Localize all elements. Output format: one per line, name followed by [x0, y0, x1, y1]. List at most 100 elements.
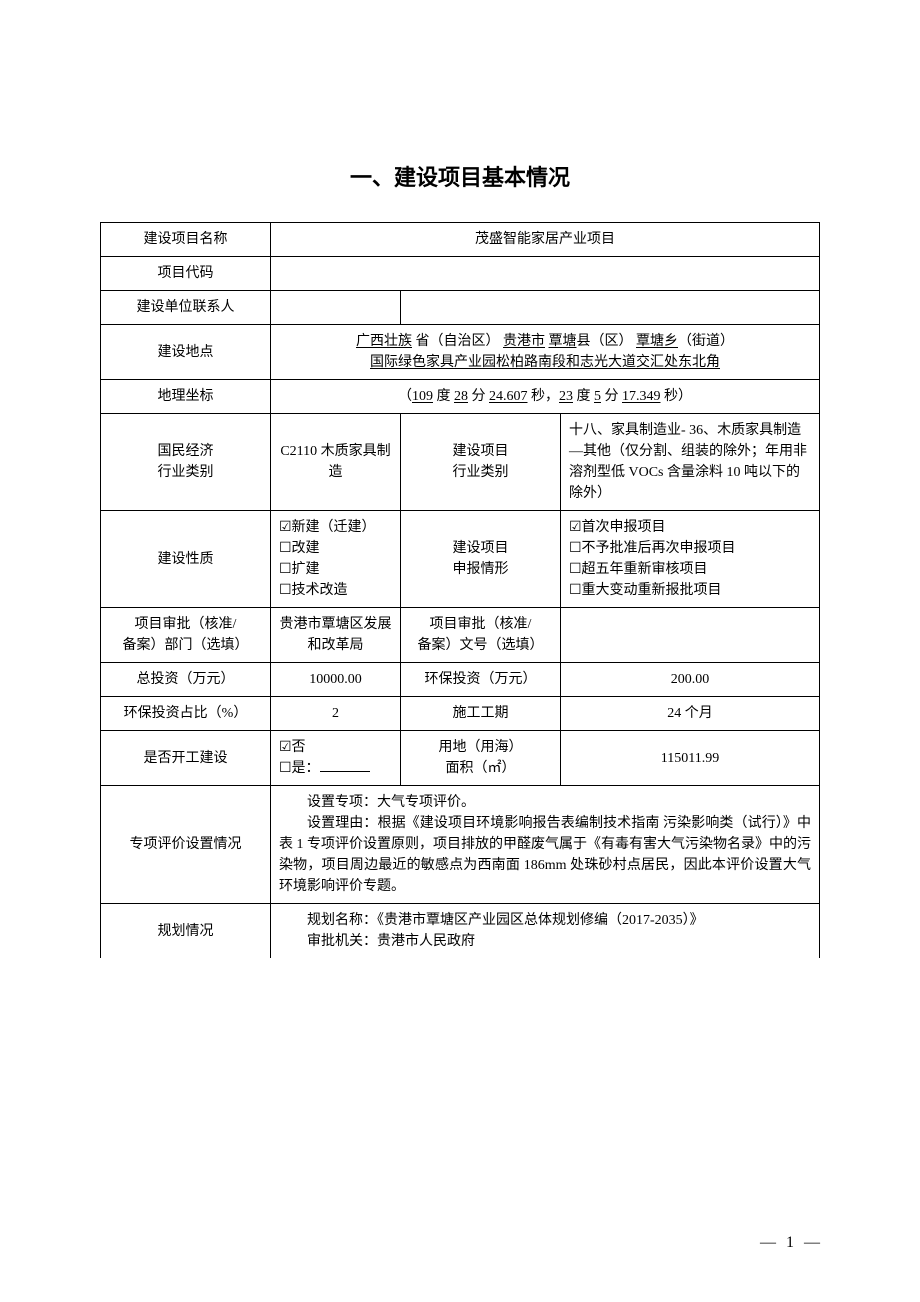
env-ratio-label: 环保投资占比（%）: [101, 697, 271, 731]
contact-value-2: [401, 291, 820, 325]
env-invest-value: 200.00: [561, 663, 820, 697]
table-row: 规划情况 规划名称：《贵港市覃塘区产业园区总体规划修编（2017-2035）》 …: [101, 904, 820, 959]
land-area-label-1: 用地（用海）: [439, 740, 523, 755]
total-invest-value: 10000.00: [271, 663, 401, 697]
declare-label-2: 申报情形: [453, 562, 509, 577]
approval-dept-label-1: 项目审批（核准/: [135, 617, 237, 632]
industry-label: 国民经济 行业类别: [101, 414, 271, 511]
total-invest-label: 总投资（万元）: [101, 663, 271, 697]
loc-city: 贵港市: [503, 334, 545, 349]
table-row: 环保投资占比（%） 2 施工工期 24 个月: [101, 697, 820, 731]
special-eval-line2: 设置理由：根据《建设项目环境影响报告表编制技术指南 污染影响类（试行）》中表 1…: [279, 813, 811, 897]
loc-province-suffix: 省: [416, 334, 430, 349]
approval-no-label: 项目审批（核准/ 备案）文号（选填）: [401, 608, 561, 663]
nature-opt-rebuild: ☐改建: [279, 538, 392, 559]
location-value: 广西壮族 省（自治区） 贵港市 覃塘县（区） 覃塘乡（街道） 国际绿色家具产业园…: [271, 325, 820, 380]
declare-label-1: 建设项目: [453, 541, 509, 556]
declare-opt-first: ☑首次申报项目: [569, 517, 811, 538]
project-code-label: 项目代码: [101, 257, 271, 291]
nature-label: 建设性质: [101, 511, 271, 608]
nature-options: ☑新建（迁建） ☐改建 ☐扩建 ☐技术改造: [271, 511, 401, 608]
table-row: 项目审批（核准/ 备案）部门（选填） 贵港市覃塘区发展和改革局 项目审批（核准/…: [101, 608, 820, 663]
lon-deg: 109: [412, 389, 433, 404]
industry-label-1: 国民经济: [158, 444, 214, 459]
approval-dept-label: 项目审批（核准/ 备案）部门（选填）: [101, 608, 271, 663]
land-area-label: 用地（用海） 面积（㎡）: [401, 731, 561, 786]
lon-min: 28: [454, 389, 468, 404]
project-industry-label-2: 行业类别: [453, 465, 509, 480]
table-row: 建设地点 广西壮族 省（自治区） 贵港市 覃塘县（区） 覃塘乡（街道） 国际绿色…: [101, 325, 820, 380]
loc-region-suffix: （自治区）: [430, 334, 500, 349]
land-area-value: 115011.99: [561, 731, 820, 786]
table-row: 专项评价设置情况 设置专项：大气专项评价。 设置理由：根据《建设项目环境影响报告…: [101, 786, 820, 904]
planning-label: 规划情况: [101, 904, 271, 959]
loc-detail: 国际绿色家具产业园松柏路南段和志光大道交汇处东北角: [370, 355, 720, 370]
coord-value: （109 度 28 分 24.607 秒，23 度 5 分 17.349 秒）: [271, 380, 820, 414]
industry-value: C2110 木质家具制造: [271, 414, 401, 511]
table-row: 总投资（万元） 10000.00 环保投资（万元） 200.00: [101, 663, 820, 697]
started-opt-yes: ☐是：: [279, 758, 392, 779]
table-row: 地理坐标 （109 度 28 分 24.607 秒，23 度 5 分 17.34…: [101, 380, 820, 414]
table-row: 建设性质 ☑新建（迁建） ☐改建 ☐扩建 ☐技术改造 建设项目 申报情形 ☑首次…: [101, 511, 820, 608]
location-label: 建设地点: [101, 325, 271, 380]
special-eval-line1: 设置专项：大气专项评价。: [279, 792, 811, 813]
planning-line2: 审批机关：贵港市人民政府: [279, 931, 811, 952]
declare-label: 建设项目 申报情形: [401, 511, 561, 608]
special-eval-value: 设置专项：大气专项评价。 设置理由：根据《建设项目环境影响报告表编制技术指南 污…: [271, 786, 820, 904]
industry-label-2: 行业类别: [158, 465, 214, 480]
planning-value: 规划名称：《贵港市覃塘区产业园区总体规划修编（2017-2035）》 审批机关：…: [271, 904, 820, 959]
page-number: 1: [760, 1234, 820, 1252]
table-row: 是否开工建设 ☑否 ☐是： 用地（用海） 面积（㎡） 115011.99: [101, 731, 820, 786]
declare-options: ☑首次申报项目 ☐不予批准后再次申报项目 ☐超五年重新审核项目 ☐重大变动重新报…: [561, 511, 820, 608]
contact-value-1: [271, 291, 401, 325]
project-code-value: [271, 257, 820, 291]
approval-no-label-2: 备案）文号（选填）: [418, 638, 544, 653]
declare-opt-5yr: ☐超五年重新审核项目: [569, 559, 811, 580]
started-opt-no: ☑否: [279, 737, 392, 758]
project-name-label: 建设项目名称: [101, 223, 271, 257]
construction-period-value: 24 个月: [561, 697, 820, 731]
env-ratio-value: 2: [271, 697, 401, 731]
project-name-value: 茂盛智能家居产业项目: [271, 223, 820, 257]
env-invest-label: 环保投资（万元）: [401, 663, 561, 697]
planning-line1: 规划名称：《贵港市覃塘区产业园区总体规划修编（2017-2035）》: [279, 910, 811, 931]
declare-opt-reject: ☐不予批准后再次申报项目: [569, 538, 811, 559]
started-opt-yes-prefix: ☐是：: [279, 761, 320, 776]
special-eval-label: 专项评价设置情况: [101, 786, 271, 904]
table-row: 项目代码: [101, 257, 820, 291]
project-industry-value: 十八、家具制造业- 36、木质家具制造—其他（仅分割、组装的除外；年用非溶剂型低…: [561, 414, 820, 511]
project-industry-label: 建设项目 行业类别: [401, 414, 561, 511]
lon-sec: 24.607: [489, 389, 528, 404]
started-options: ☑否 ☐是：: [271, 731, 401, 786]
declare-opt-major: ☐重大变动重新报批项目: [569, 580, 811, 601]
project-info-table: 建设项目名称 茂盛智能家居产业项目 项目代码 建设单位联系人 建设地点 广西壮族…: [100, 222, 820, 958]
nature-opt-new: ☑新建（迁建）: [279, 517, 392, 538]
lat-deg: 23: [559, 389, 573, 404]
started-date-blank: [320, 758, 370, 772]
approval-no-value: [561, 608, 820, 663]
lat-min: 5: [594, 389, 601, 404]
loc-county-suffix: 县（区）: [577, 334, 633, 349]
approval-dept-value: 贵港市覃塘区发展和改革局: [271, 608, 401, 663]
loc-township-suffix: （街道）: [678, 334, 734, 349]
approval-dept-label-2: 备案）部门（选填）: [123, 638, 249, 653]
contact-label: 建设单位联系人: [101, 291, 271, 325]
nature-opt-tech: ☐技术改造: [279, 580, 392, 601]
loc-county: 覃塘: [549, 334, 577, 349]
loc-township: 覃塘乡: [636, 334, 678, 349]
started-label: 是否开工建设: [101, 731, 271, 786]
land-area-label-2: 面积（㎡）: [446, 761, 516, 776]
table-row: 建设项目名称 茂盛智能家居产业项目: [101, 223, 820, 257]
loc-province: 广西壮族: [356, 334, 412, 349]
table-row: 建设单位联系人: [101, 291, 820, 325]
lat-sec: 17.349: [622, 389, 661, 404]
project-industry-label-1: 建设项目: [453, 444, 509, 459]
approval-no-label-1: 项目审批（核准/: [430, 617, 532, 632]
section-title: 一、建设项目基本情况: [100, 160, 820, 192]
coord-label: 地理坐标: [101, 380, 271, 414]
page-number-value: 1: [786, 1234, 794, 1251]
page-container: 一、建设项目基本情况 建设项目名称 茂盛智能家居产业项目 项目代码 建设单位联系…: [0, 0, 920, 1018]
construction-period-label: 施工工期: [401, 697, 561, 731]
nature-opt-expand: ☐扩建: [279, 559, 392, 580]
table-row: 国民经济 行业类别 C2110 木质家具制造 建设项目 行业类别 十八、家具制造…: [101, 414, 820, 511]
